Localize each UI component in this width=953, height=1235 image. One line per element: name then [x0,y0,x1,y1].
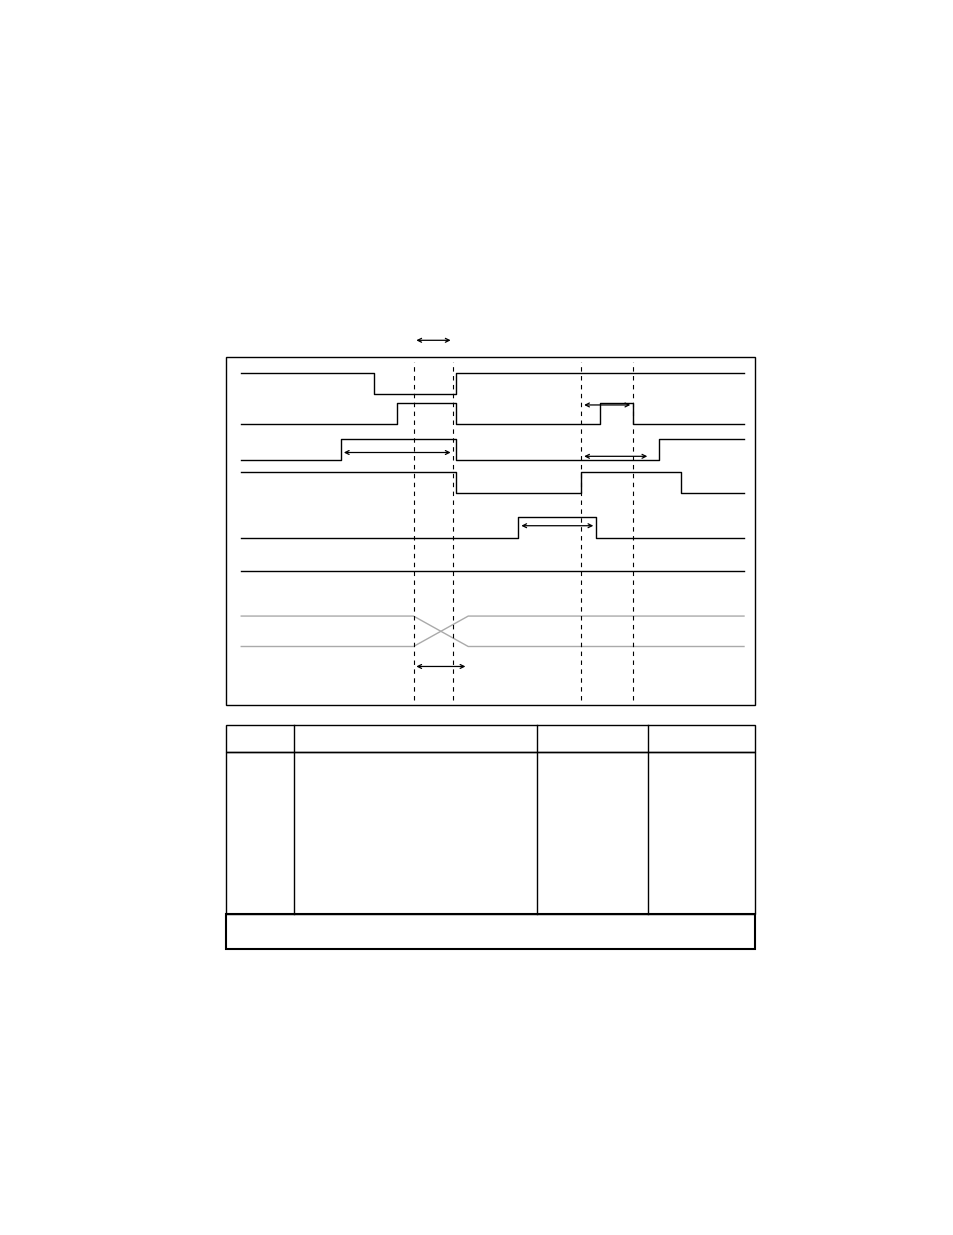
Bar [226,914,755,948]
Bar [226,725,755,752]
Bar [226,357,755,704]
Bar [226,752,755,914]
